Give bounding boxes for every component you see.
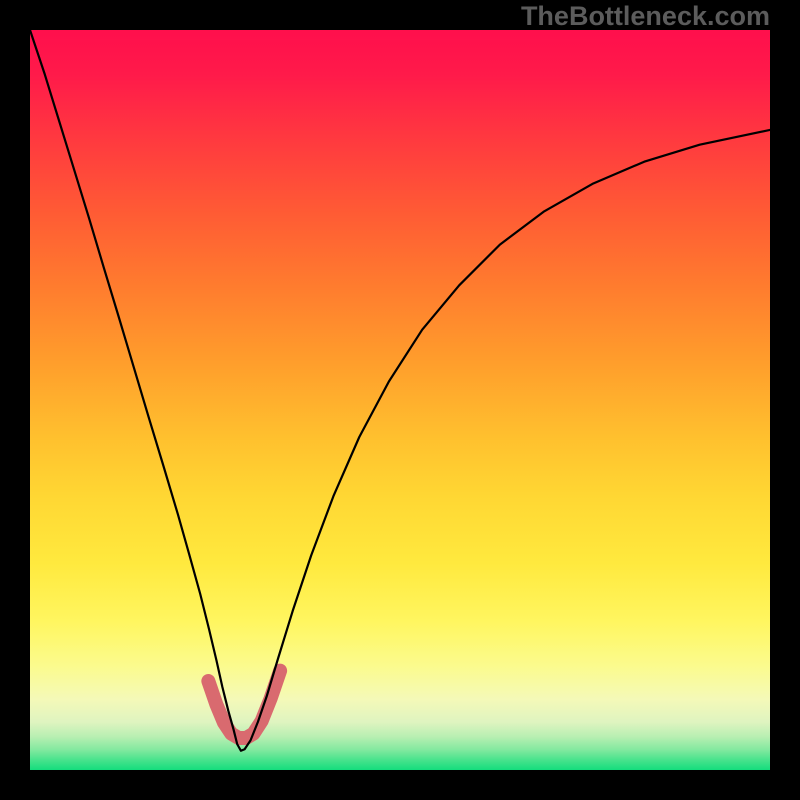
gradient-background (30, 30, 770, 770)
plot-area (30, 30, 770, 770)
bottleneck-curve-svg (30, 30, 770, 770)
watermark-text: TheBottleneck.com (521, 1, 770, 32)
